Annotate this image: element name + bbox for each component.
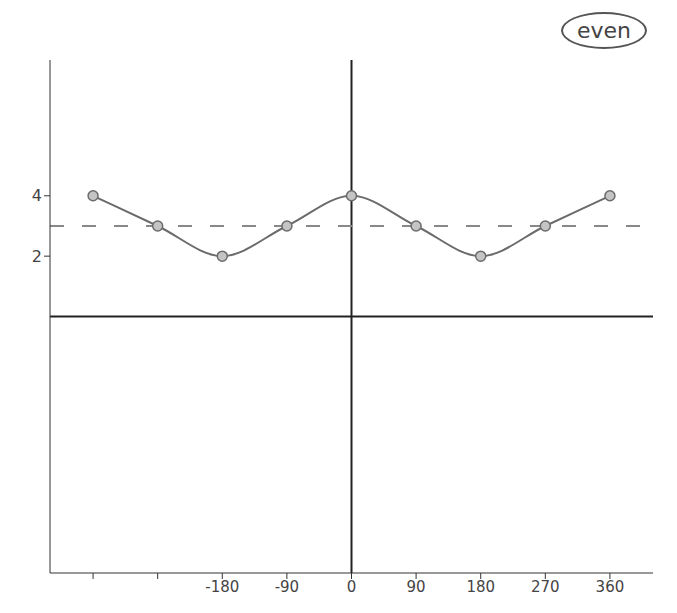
svg-text:-90: -90 (275, 578, 300, 596)
svg-text:90: 90 (407, 578, 426, 596)
svg-text:180: 180 (466, 578, 495, 596)
svg-text:360: 360 (596, 578, 625, 596)
svg-text:270: 270 (531, 578, 560, 596)
svg-text:-180: -180 (205, 578, 239, 596)
svg-text:0: 0 (347, 578, 357, 596)
svg-text:2: 2 (32, 247, 42, 266)
html-text:even: even (577, 18, 631, 43)
svg-text:4: 4 (32, 186, 42, 205)
